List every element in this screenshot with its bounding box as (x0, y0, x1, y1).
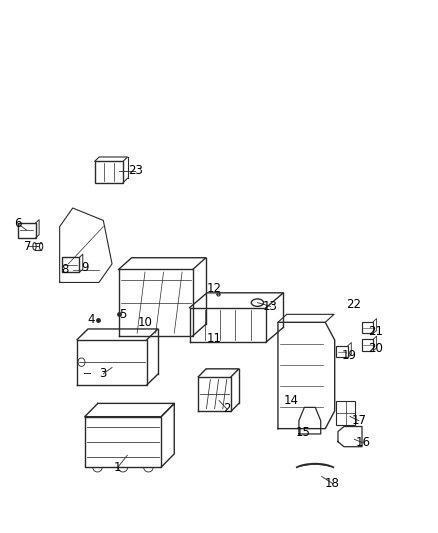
Text: 21: 21 (368, 325, 383, 338)
Text: 14: 14 (283, 394, 299, 407)
Bar (95, 161, 123, 182)
Text: 17: 17 (351, 414, 366, 427)
Text: 16: 16 (356, 437, 371, 449)
Text: 13: 13 (263, 300, 278, 313)
Text: 23: 23 (128, 164, 143, 177)
Bar (18, 223, 35, 238)
Text: 9: 9 (81, 261, 88, 274)
Text: 7: 7 (24, 240, 32, 253)
Bar (336, 346, 348, 358)
Text: 18: 18 (325, 477, 340, 490)
Text: 1: 1 (114, 461, 121, 474)
Text: 8: 8 (62, 263, 69, 276)
Text: 2: 2 (223, 402, 231, 415)
Bar (362, 322, 373, 334)
Text: 15: 15 (296, 426, 311, 439)
Text: 10: 10 (138, 316, 152, 329)
Text: 19: 19 (342, 349, 357, 362)
Text: 5: 5 (119, 308, 127, 321)
Bar (62, 257, 79, 272)
Bar (336, 401, 356, 425)
Text: 22: 22 (346, 298, 361, 311)
Bar (362, 340, 373, 351)
Text: 20: 20 (368, 342, 383, 356)
Text: 4: 4 (88, 313, 95, 326)
Text: 11: 11 (206, 332, 221, 345)
Text: 3: 3 (99, 367, 107, 381)
Text: 12: 12 (207, 282, 222, 295)
Text: 6: 6 (14, 217, 22, 230)
